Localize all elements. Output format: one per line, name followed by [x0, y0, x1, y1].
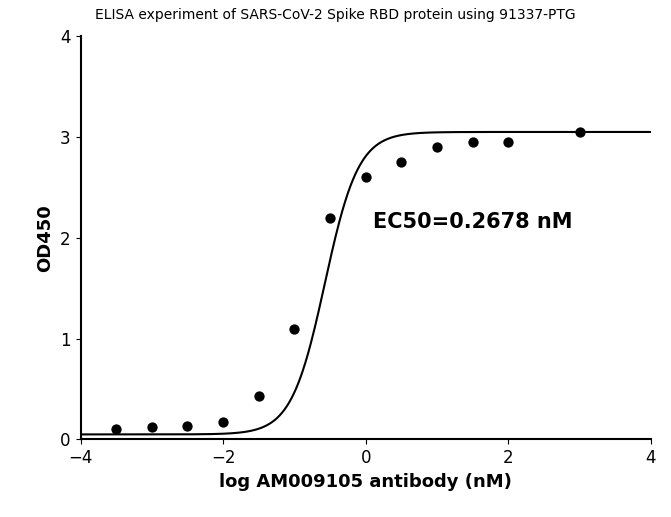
Point — [254, 392, 264, 400]
Point — [360, 173, 371, 181]
Y-axis label: OD450: OD450 — [37, 204, 54, 272]
Point — [574, 128, 585, 136]
Text: ELISA experiment of SARS-CoV-2 Spike RBD protein using 91337-PTG: ELISA experiment of SARS-CoV-2 Spike RBD… — [95, 8, 576, 22]
Point — [396, 158, 407, 166]
Point — [217, 418, 228, 427]
Point — [289, 325, 300, 333]
Point — [503, 138, 514, 146]
X-axis label: log AM009105 antibody (nM): log AM009105 antibody (nM) — [219, 473, 512, 491]
Point — [146, 423, 157, 432]
Point — [431, 143, 442, 151]
Point — [467, 138, 478, 146]
Point — [111, 425, 121, 433]
Text: EC50=0.2678 nM: EC50=0.2678 nM — [373, 212, 572, 232]
Point — [325, 214, 336, 222]
Point — [182, 422, 193, 431]
